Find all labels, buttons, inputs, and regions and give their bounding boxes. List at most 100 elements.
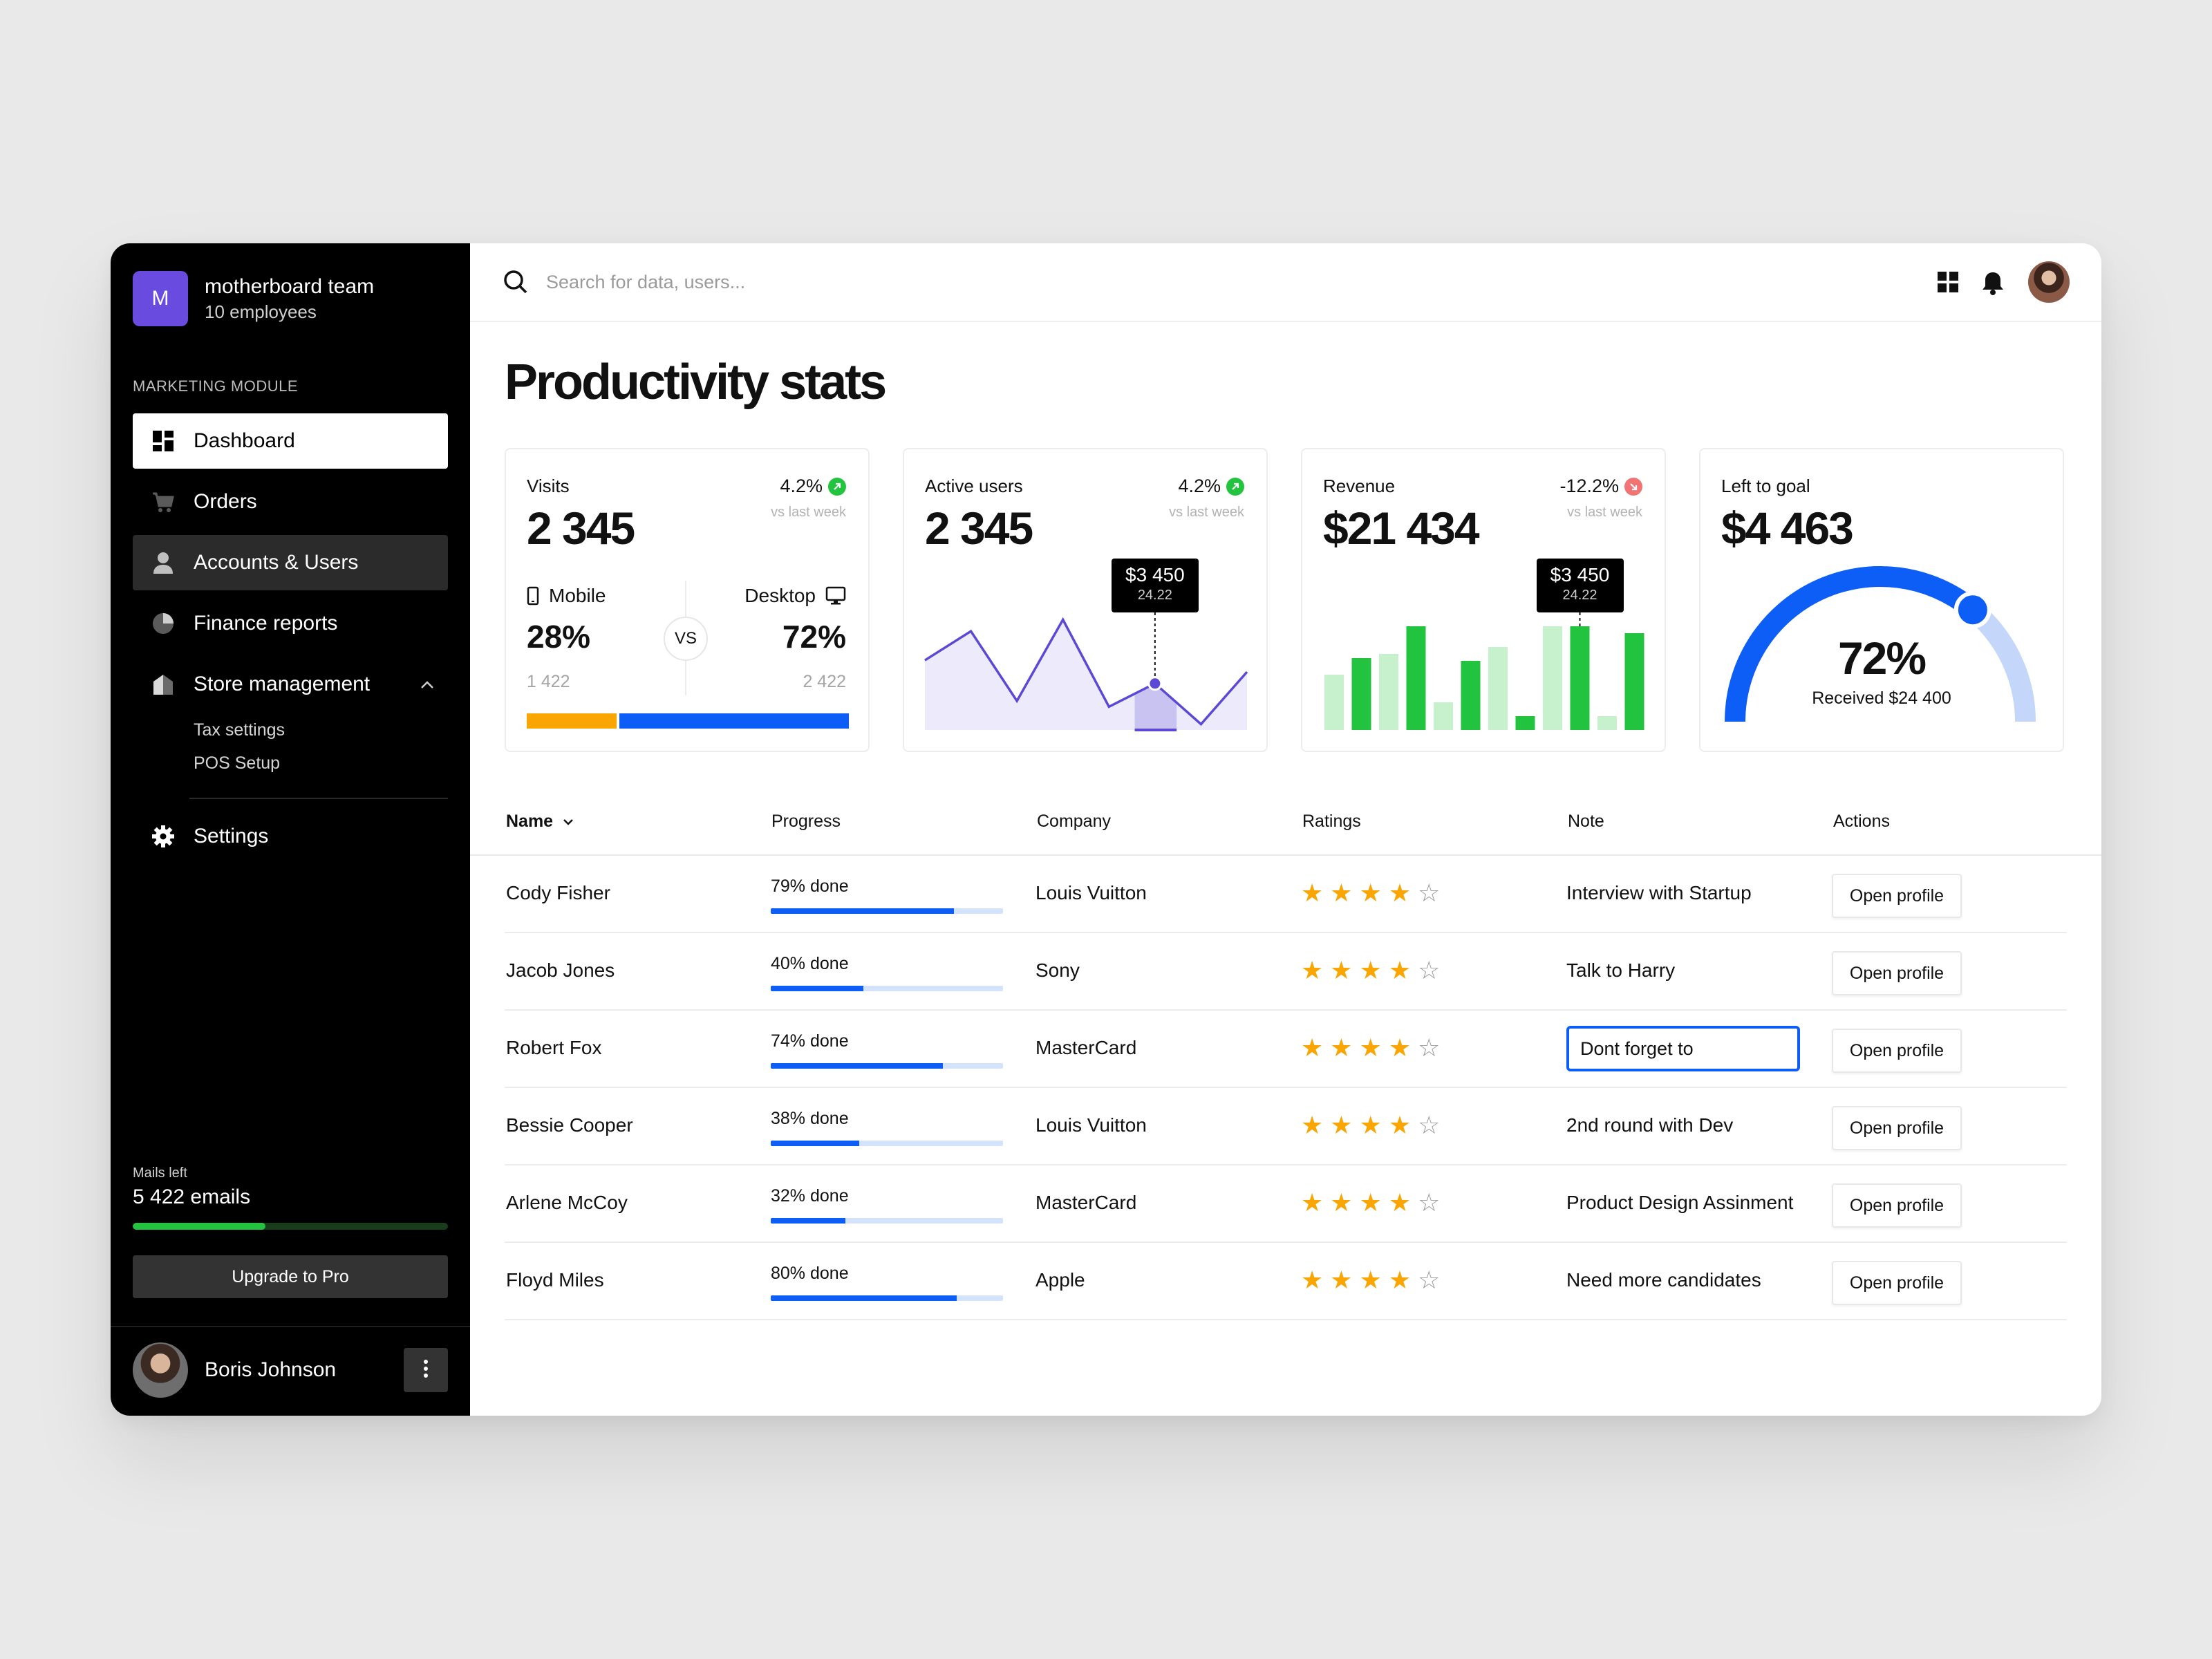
mails-progress-bar xyxy=(133,1223,448,1230)
mobile-percent: 28% xyxy=(527,619,591,655)
sidebar-item-dashboard[interactable]: Dashboard xyxy=(133,413,448,469)
gear-icon xyxy=(151,824,176,849)
star-filled-icon[interactable]: ★ xyxy=(1301,1266,1324,1294)
star-filled-icon[interactable]: ★ xyxy=(1301,1111,1324,1139)
tooltip-date: 24.22 xyxy=(1562,588,1597,603)
star-filled-icon[interactable]: ★ xyxy=(1388,1033,1412,1062)
dashboard-grid-icon xyxy=(151,429,176,453)
company-cell: MasterCard xyxy=(1035,1192,1137,1213)
star-filled-icon[interactable]: ★ xyxy=(1359,1033,1382,1062)
rating-stars: ★ ★ ★ ★ ☆ xyxy=(1301,1113,1440,1138)
progress-fill xyxy=(771,1141,859,1146)
avatar[interactable] xyxy=(133,1342,188,1398)
column-header-company: Company xyxy=(1037,812,1111,831)
chart-tooltip: $3 450 24.22 xyxy=(1111,559,1199,612)
star-filled-icon[interactable]: ★ xyxy=(1330,1033,1353,1062)
star-filled-icon[interactable]: ★ xyxy=(1330,879,1353,907)
star-filled-icon[interactable]: ★ xyxy=(1330,1111,1353,1139)
rating-stars: ★ ★ ★ ★ ☆ xyxy=(1301,958,1440,983)
rating-stars: ★ ★ ★ ★ ☆ xyxy=(1301,1268,1440,1293)
star-filled-icon[interactable]: ★ xyxy=(1388,956,1412,984)
mobile-count: 1 422 xyxy=(527,672,570,691)
team-logo: M xyxy=(133,271,188,326)
card-vs-label: vs last week xyxy=(1567,505,1642,520)
star-filled-icon[interactable]: ★ xyxy=(1359,1266,1382,1294)
trend-up-icon xyxy=(828,477,846,496)
open-profile-button[interactable]: Open profile xyxy=(1832,1261,1962,1305)
sidebar-item-store-management[interactable]: Store management xyxy=(133,657,448,712)
star-filled-icon[interactable]: ★ xyxy=(1330,1266,1353,1294)
star-filled-icon[interactable]: ★ xyxy=(1330,1188,1353,1217)
open-profile-button[interactable]: Open profile xyxy=(1832,1029,1962,1073)
chevron-up-icon[interactable] xyxy=(420,675,434,693)
note-input[interactable] xyxy=(1566,1026,1800,1071)
subnav-tax-settings[interactable]: Tax settings xyxy=(194,720,285,740)
search-input[interactable] xyxy=(546,268,1168,296)
revenue-card: Revenue -12.2% vs last week $21 434 $3 4… xyxy=(1301,448,1666,752)
progress-fill xyxy=(771,1218,845,1224)
highlight-band xyxy=(1134,683,1177,730)
star-empty-icon[interactable]: ☆ xyxy=(1418,1188,1441,1217)
card-label: Revenue xyxy=(1323,476,1396,496)
device-split-bar xyxy=(527,713,849,729)
sidebar-item-accounts-users[interactable]: Accounts & Users xyxy=(133,535,448,590)
trend-down-icon xyxy=(1624,477,1642,496)
card-value: $4 463 xyxy=(1721,503,1854,554)
bar xyxy=(1515,716,1535,730)
sidebar-item-finance-reports[interactable]: Finance reports xyxy=(133,596,448,651)
star-filled-icon[interactable]: ★ xyxy=(1388,879,1412,907)
star-filled-icon[interactable]: ★ xyxy=(1359,879,1382,907)
progress-bar xyxy=(771,1218,1003,1224)
progress-bar xyxy=(771,908,1003,914)
bar xyxy=(1570,626,1590,730)
search-icon xyxy=(503,270,528,298)
apps-grid-icon[interactable] xyxy=(1937,271,1959,297)
star-filled-icon[interactable]: ★ xyxy=(1359,956,1382,984)
user-menu-button[interactable] xyxy=(404,1348,448,1392)
change-value: 4.2% xyxy=(1178,476,1221,496)
star-filled-icon[interactable]: ★ xyxy=(1301,1033,1324,1062)
star-empty-icon[interactable]: ☆ xyxy=(1418,1033,1441,1062)
note-cell: Interview with Startup xyxy=(1566,882,1752,903)
star-filled-icon[interactable]: ★ xyxy=(1359,1188,1382,1217)
open-profile-button[interactable]: Open profile xyxy=(1832,1106,1962,1150)
star-filled-icon[interactable]: ★ xyxy=(1301,879,1324,907)
team-switcher[interactable]: M motherboard team 10 employees xyxy=(133,271,374,326)
rating-stars: ★ ★ ★ ★ ☆ xyxy=(1301,881,1440,906)
star-empty-icon[interactable]: ☆ xyxy=(1418,956,1441,984)
star-filled-icon[interactable]: ★ xyxy=(1359,1111,1382,1139)
star-filled-icon[interactable]: ★ xyxy=(1301,1188,1324,1217)
mobile-icon xyxy=(527,586,539,606)
progress-bar xyxy=(771,1141,1003,1146)
sidebar-item-label: Settings xyxy=(194,825,269,847)
progress-fill xyxy=(771,908,955,914)
store-submenu: Tax settings POS Setup xyxy=(133,713,448,780)
open-profile-button[interactable]: Open profile xyxy=(1832,1183,1962,1228)
mobile-label-text: Mobile xyxy=(549,585,606,606)
note-cell: Product Design Assinment xyxy=(1566,1192,1794,1213)
star-filled-icon[interactable]: ★ xyxy=(1388,1188,1412,1217)
open-profile-button[interactable]: Open profile xyxy=(1832,951,1962,995)
bell-icon[interactable] xyxy=(1981,271,2005,299)
open-profile-button[interactable]: Open profile xyxy=(1832,874,1962,918)
column-header-name[interactable]: Name xyxy=(506,812,574,832)
star-empty-icon[interactable]: ☆ xyxy=(1418,879,1441,907)
sidebar-item-orders[interactable]: Orders xyxy=(133,474,448,529)
star-filled-icon[interactable]: ★ xyxy=(1301,956,1324,984)
avatar[interactable] xyxy=(2028,261,2070,303)
upgrade-button[interactable]: Upgrade to Pro xyxy=(133,1255,448,1298)
rating-stars: ★ ★ ★ ★ ☆ xyxy=(1301,1190,1440,1215)
star-filled-icon[interactable]: ★ xyxy=(1330,956,1353,984)
star-filled-icon[interactable]: ★ xyxy=(1388,1266,1412,1294)
star-filled-icon[interactable]: ★ xyxy=(1388,1111,1412,1139)
star-empty-icon[interactable]: ☆ xyxy=(1418,1266,1441,1294)
subnav-pos-setup[interactable]: POS Setup xyxy=(194,753,281,773)
active-users-area-chart xyxy=(924,612,1248,731)
bar xyxy=(1543,626,1562,730)
sidebar-item-settings[interactable]: Settings xyxy=(133,809,448,864)
star-empty-icon[interactable]: ☆ xyxy=(1418,1111,1441,1139)
note-cell: 2nd round with Dev xyxy=(1566,1114,1734,1136)
company-cell: MasterCard xyxy=(1035,1037,1137,1058)
progress-fill xyxy=(771,986,864,991)
data-point-marker xyxy=(1147,676,1163,691)
